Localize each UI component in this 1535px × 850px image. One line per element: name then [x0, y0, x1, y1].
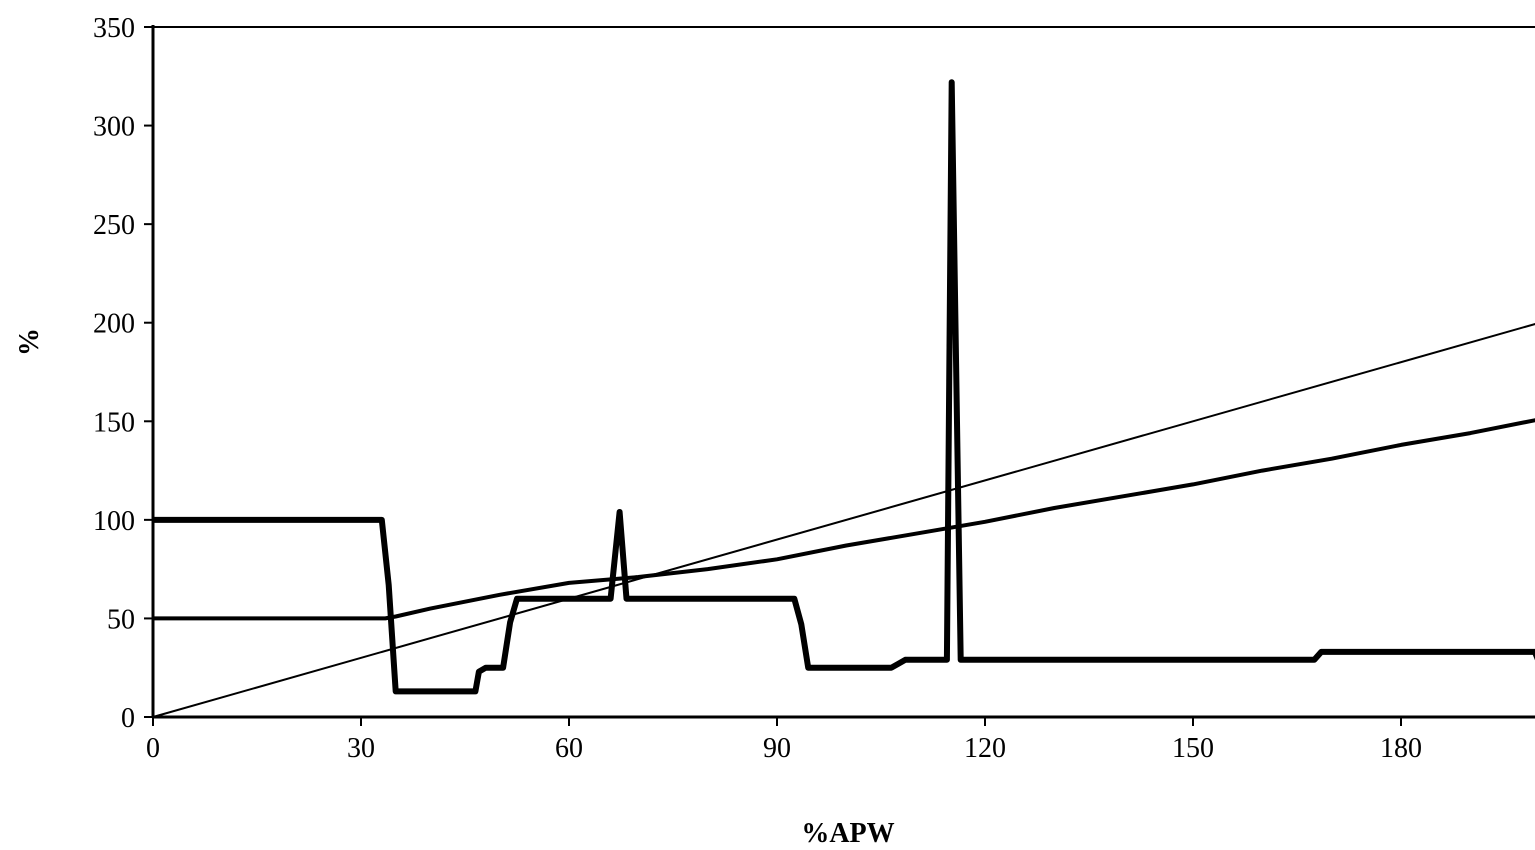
x-tick-label: 180	[1380, 733, 1422, 764]
x-tick-label: 150	[1172, 733, 1214, 764]
x-tick-label: 30	[347, 733, 375, 764]
x-tick-label: 0	[146, 733, 160, 764]
y-tick-label: 300	[93, 112, 135, 143]
y-tick-label: 0	[121, 703, 135, 734]
x-tick-label: 90	[763, 733, 791, 764]
axes-layer	[144, 25, 1535, 726]
y-tick-label: 100	[93, 506, 135, 537]
y-axis-title: %	[14, 328, 45, 356]
y-tick-label: 200	[93, 309, 135, 340]
series-line-1	[152, 322, 1535, 718]
tick-labels-layer: 0 50 100 150 200 250 300 350 0 30 60 90 120 150 180	[93, 13, 1422, 764]
y-tick-label: 350	[93, 13, 135, 44]
y-tick-label: 250	[93, 210, 135, 241]
x-tick-label: 60	[555, 733, 583, 764]
y-tick-label: 50	[107, 604, 135, 635]
x-tick-label: 120	[964, 733, 1006, 764]
y-tick-label: 150	[93, 407, 135, 438]
series-line-2	[153, 418, 1535, 621]
series-line-3	[153, 79, 1535, 695]
x-axis-title: %APW	[801, 818, 894, 849]
series-layer	[152, 79, 1535, 718]
